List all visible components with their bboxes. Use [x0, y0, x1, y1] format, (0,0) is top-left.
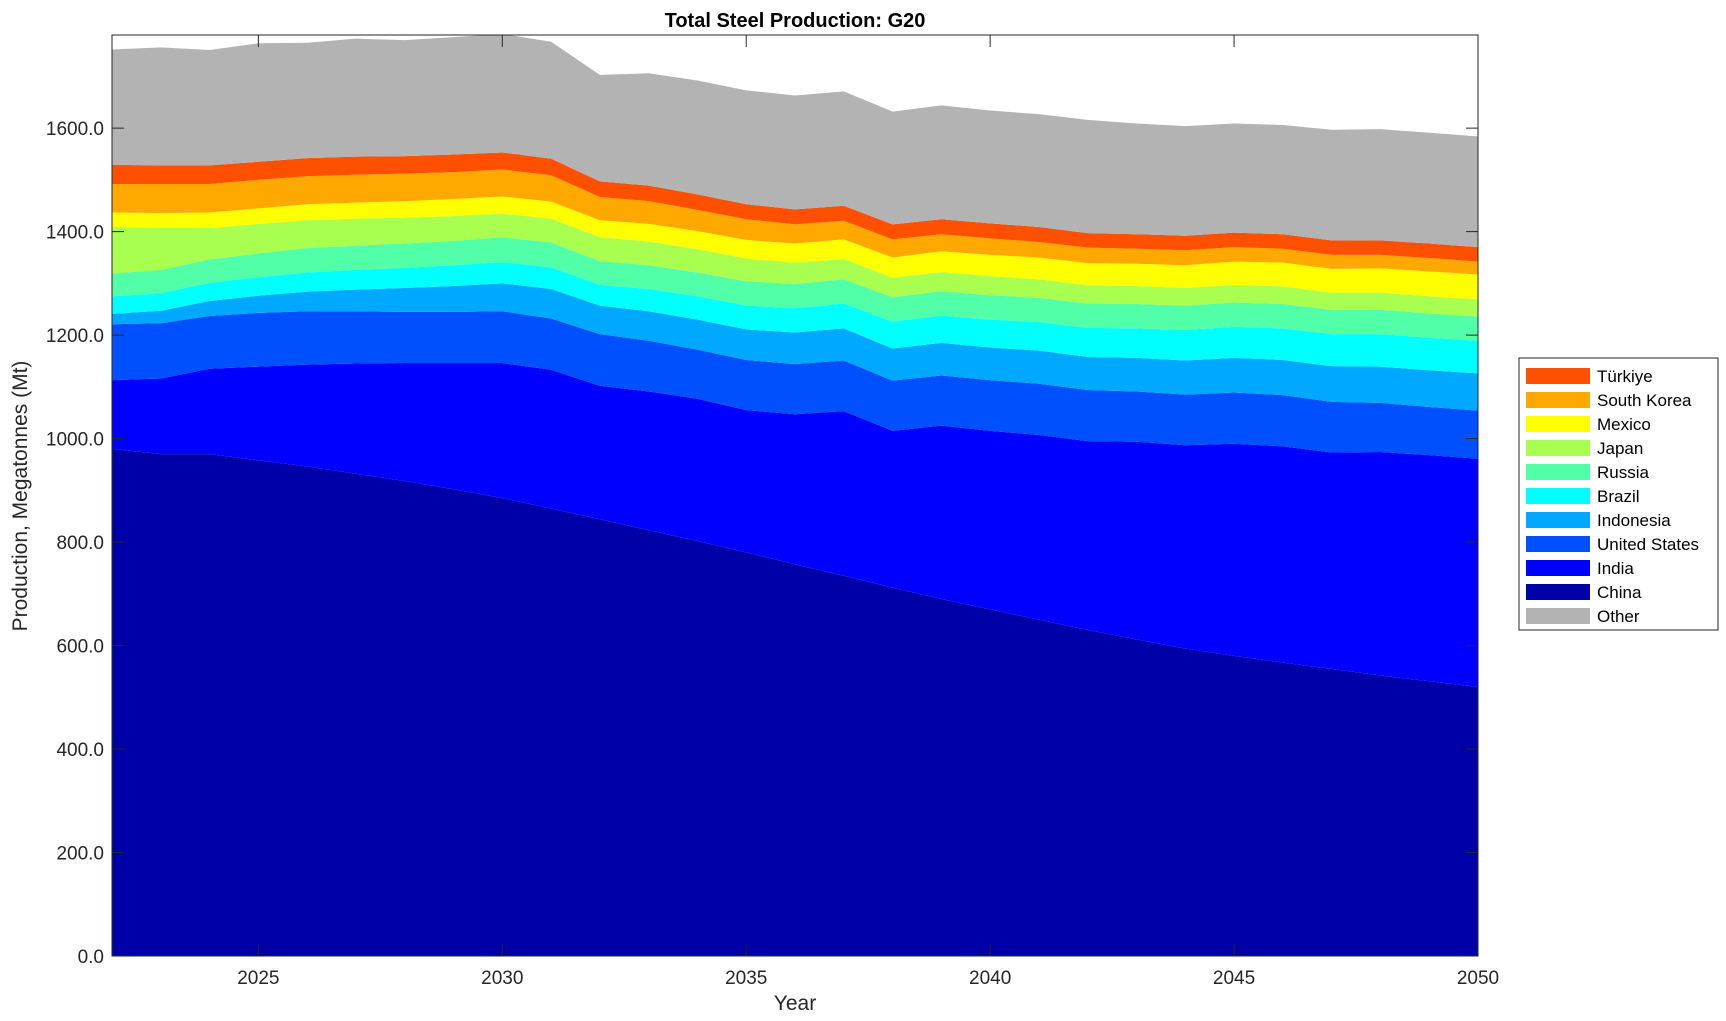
- legend-swatch-india: [1526, 560, 1590, 576]
- legend-swatch-japan: [1526, 440, 1590, 456]
- legend-swatch-united-states: [1526, 536, 1590, 552]
- legend-label-south-korea: South Korea: [1597, 391, 1692, 410]
- x-tick-label: 2050: [1457, 968, 1499, 989]
- y-axis-label: Production, Megatonnes (Mt): [9, 361, 32, 632]
- legend-label-china: China: [1597, 583, 1642, 602]
- legend-label-india: India: [1597, 559, 1634, 578]
- area-india: [112, 363, 1478, 687]
- legend-swatch-other: [1526, 608, 1590, 624]
- legend-label-mexico: Mexico: [1597, 415, 1651, 434]
- area-south-korea: [112, 169, 1478, 275]
- legend-label-united-states: United States: [1597, 535, 1699, 554]
- legend: Türkiye South Korea Mexico Japan Russia Brazi…: [1518, 357, 1719, 631]
- legend-swatch-south-korea: [1526, 392, 1590, 408]
- legend-label-brazil: Brazil: [1597, 487, 1640, 506]
- legend-swatch-brazil: [1526, 488, 1590, 504]
- y-tick-label: 600.0: [56, 637, 104, 658]
- y-tick-label: 1600.0: [46, 119, 104, 140]
- legend-label-other: Other: [1597, 607, 1640, 626]
- x-axis-label: Year: [774, 992, 816, 1015]
- y-tick-label: 200.0: [56, 844, 104, 865]
- legend-label-indonesia: Indonesia: [1597, 511, 1671, 530]
- area-brazil: [112, 262, 1478, 374]
- area-turkiye: [112, 152, 1478, 262]
- x-tick-label: 2025: [237, 968, 279, 989]
- legend-label-turkiye: Türkiye: [1597, 367, 1653, 386]
- legend-swatch-mexico: [1526, 416, 1590, 432]
- x-tick-label: 2040: [969, 968, 1011, 989]
- legend-items: Türkiye South Korea Mexico Japan Russia Brazi…: [1526, 367, 1699, 626]
- area-other: [112, 35, 1478, 248]
- legend-swatch-turkiye: [1526, 368, 1590, 384]
- y-tick-label: 1400.0: [46, 223, 104, 244]
- y-tick-label: 1200.0: [46, 326, 104, 347]
- area-russia: [112, 237, 1478, 341]
- areas-layer: [112, 35, 1478, 956]
- y-tick-label: 400.0: [56, 740, 104, 761]
- x-tick-label: 2030: [481, 968, 523, 989]
- legend-label-russia: Russia: [1597, 463, 1650, 482]
- legend-swatch-china: [1526, 584, 1590, 600]
- legend-label-japan: Japan: [1597, 439, 1643, 458]
- y-tick-label: 1000.0: [46, 430, 104, 451]
- area-united-states: [112, 311, 1478, 459]
- legend-swatch-russia: [1526, 464, 1590, 480]
- chart-title: Total Steel Production: G20: [665, 10, 926, 32]
- area-china: [112, 448, 1478, 956]
- area-japan: [112, 213, 1478, 317]
- y-tick-label: 0.0: [78, 947, 104, 968]
- area-mexico: [112, 196, 1478, 300]
- legend-swatch-indonesia: [1526, 512, 1590, 528]
- x-tick-label: 2035: [725, 968, 767, 989]
- plot-frame: [111, 34, 1479, 957]
- y-tick-label: 800.0: [56, 533, 104, 554]
- ticks-layer: 2025 2030 2035 2040 2045 2050 0.0 200.0 400.0 600…: [46, 35, 1499, 989]
- x-tick-label: 2045: [1213, 968, 1255, 989]
- area-indonesia: [112, 283, 1478, 411]
